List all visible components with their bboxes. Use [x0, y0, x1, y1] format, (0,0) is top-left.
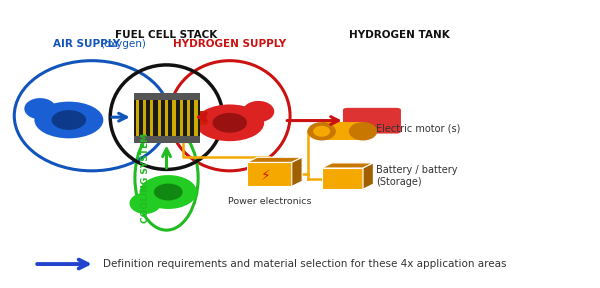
Ellipse shape [349, 122, 377, 141]
Polygon shape [179, 100, 183, 136]
Polygon shape [165, 100, 168, 136]
Polygon shape [134, 93, 200, 100]
Text: Electric motor (s): Electric motor (s) [376, 124, 460, 133]
Text: FUEL CELL STACK: FUEL CELL STACK [115, 30, 218, 40]
Polygon shape [247, 162, 292, 186]
Polygon shape [134, 136, 200, 143]
Polygon shape [194, 100, 197, 136]
Polygon shape [200, 111, 207, 125]
Polygon shape [322, 122, 363, 141]
Ellipse shape [130, 193, 161, 214]
Polygon shape [363, 163, 373, 189]
Polygon shape [187, 100, 190, 136]
Polygon shape [150, 100, 154, 136]
Text: Power electronics: Power electronics [227, 197, 311, 206]
Text: COOLING SYSTEM: COOLING SYSTEM [141, 133, 150, 223]
Polygon shape [136, 100, 139, 136]
Ellipse shape [52, 110, 86, 130]
Ellipse shape [195, 105, 264, 141]
Text: (oxygen): (oxygen) [100, 39, 146, 49]
Polygon shape [247, 157, 302, 162]
Polygon shape [292, 157, 302, 186]
Polygon shape [143, 100, 146, 136]
Text: ⚡: ⚡ [261, 169, 271, 183]
Ellipse shape [313, 126, 330, 137]
Text: HYDROGEN SUPPLY: HYDROGEN SUPPLY [173, 39, 286, 49]
Ellipse shape [242, 101, 274, 122]
Text: AIR SUPPLY: AIR SUPPLY [53, 39, 119, 49]
Polygon shape [134, 94, 200, 141]
FancyBboxPatch shape [343, 108, 401, 134]
Polygon shape [172, 100, 176, 136]
Text: HYDROGEN TANK: HYDROGEN TANK [349, 30, 449, 40]
Ellipse shape [154, 183, 182, 200]
Text: Battery / battery
(Storage): Battery / battery (Storage) [376, 165, 457, 187]
Polygon shape [322, 163, 373, 168]
Ellipse shape [25, 98, 56, 119]
Polygon shape [158, 100, 161, 136]
Ellipse shape [307, 122, 336, 141]
Ellipse shape [212, 113, 247, 133]
Ellipse shape [140, 175, 197, 209]
Ellipse shape [34, 102, 103, 138]
Text: Definition requirements and material selection for these 4x application areas: Definition requirements and material sel… [103, 259, 507, 269]
Polygon shape [322, 168, 363, 189]
